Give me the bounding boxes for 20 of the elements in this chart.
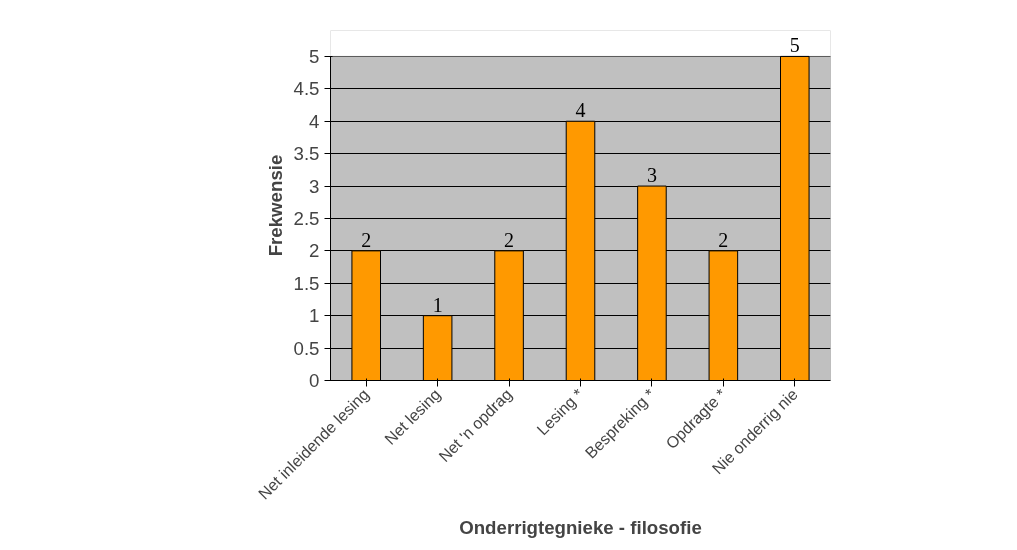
y-axis-title: Frekwensie [264,154,286,257]
y-tick-label: 3.5 [293,143,320,165]
y-tick-label: 5 [309,45,320,67]
y-tick-label: 3 [309,175,320,197]
data-label: 2 [504,228,515,251]
y-tick-label: 4.5 [293,78,320,100]
y-tick-label: 0 [309,370,320,391]
x-axis-title: Onderrigtegnieke - filosofie [459,516,702,538]
y-tick-label: 2 [309,240,320,262]
data-label: 2 [718,228,729,251]
data-label: 3 [646,164,657,187]
y-tick-label: 4 [309,110,320,132]
y-tick-label: 1 [309,305,320,327]
data-label: 5 [789,34,800,57]
data-label: 2 [361,228,372,251]
data-label: 1 [432,293,443,316]
y-tick-label: 0.5 [293,337,320,359]
y-tick-label: 2.5 [293,207,320,229]
data-label: 4 [575,99,586,122]
y-tick-label: 1.5 [293,272,320,294]
